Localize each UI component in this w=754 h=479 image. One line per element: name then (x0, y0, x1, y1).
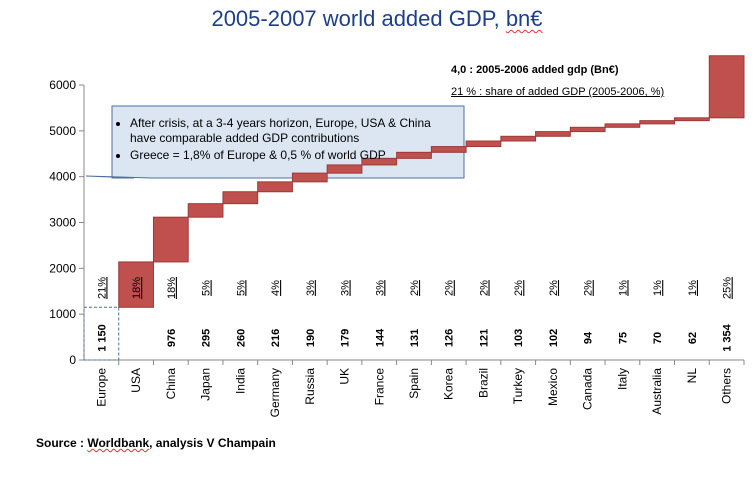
bar (326, 164, 363, 174)
share-label: 2% (513, 280, 525, 296)
bar-value-label: 1 354 (722, 323, 734, 351)
bar (465, 140, 502, 148)
bar-value-label: 103 (513, 329, 525, 347)
bar (535, 131, 571, 137)
category-label: Germany (268, 368, 282, 417)
category-label: Canada (581, 368, 595, 410)
category-label: Others (720, 368, 734, 404)
category-label: Italy (615, 368, 629, 390)
bar-value-label: 990 (131, 329, 143, 347)
share-label: 1% (687, 280, 699, 296)
category-label: Brazil (476, 368, 490, 398)
category-label: France (372, 368, 386, 406)
callout-bullet-1: After crisis, at a 3-4 years horizon, Eu… (130, 116, 458, 146)
bar (361, 157, 398, 166)
y-tick-label: 1000 (49, 307, 76, 321)
bar (604, 123, 641, 128)
y-tick-label: 3000 (49, 216, 76, 230)
y-tick-label: 4000 (49, 170, 76, 184)
bar (291, 172, 328, 183)
bar-value-label: 102 (548, 329, 560, 347)
callout-bullet-2: Greece = 1,8% of Europe & 0,5 % of world… (130, 148, 458, 163)
bar (430, 146, 467, 153)
legend-share-explanation: 21 % : share of added GDP (2005-2006, %) (451, 86, 665, 98)
share-label: 5% (235, 280, 247, 296)
share-label: 18% (166, 277, 178, 299)
share-label: 25% (722, 277, 734, 299)
share-label: 4% (270, 280, 282, 296)
share-label: 21% (96, 277, 108, 299)
bar-value-label: 70 (652, 332, 664, 344)
y-tick-label: 6000 (49, 78, 76, 92)
bar (639, 120, 676, 125)
category-label: Australia (650, 368, 664, 415)
y-tick-label: 0 (69, 353, 76, 367)
category-label: China (164, 368, 178, 400)
source-note: Source : Worldbank, analysis V Champain (36, 436, 276, 450)
bar-value-label: 144 (374, 328, 386, 347)
category-label: Mexico (546, 368, 560, 406)
bar (152, 216, 189, 263)
share-label: 1% (617, 280, 629, 296)
share-label: 5% (201, 280, 213, 296)
chart-title: 2005-2007 world added GDP, bn€ (211, 6, 543, 31)
category-label: USA (129, 368, 143, 393)
share-label: 3% (374, 280, 386, 296)
bar (396, 151, 432, 159)
bar-value-label: 62 (687, 332, 699, 344)
category-label: India (233, 368, 247, 394)
category-label: Japan (199, 368, 213, 401)
bar (708, 55, 745, 119)
category-label: UK (338, 368, 352, 385)
category-label: Spain (407, 368, 421, 399)
bar (257, 181, 293, 193)
bar (500, 135, 537, 142)
bar-value-label: 94 (583, 331, 595, 344)
y-tick-label: 2000 (49, 261, 76, 275)
bar-value-label: 131 (409, 329, 421, 347)
category-label: Russia (303, 368, 317, 405)
share-label: 3% (305, 280, 317, 296)
bar-value-label: 216 (270, 329, 282, 347)
bar-value-label: 1 150 (96, 324, 108, 352)
bar (118, 261, 154, 308)
bar-value-label: 75 (617, 332, 629, 344)
category-label: Korea (442, 368, 456, 400)
bar (222, 191, 259, 205)
bar-value-label: 179 (340, 329, 352, 347)
y-tick-label: 5000 (49, 124, 76, 138)
bar-value-label: 976 (166, 329, 178, 347)
share-label: 2% (548, 280, 560, 296)
callout-box: After crisis, at a 3-4 years horizon, Eu… (116, 114, 458, 165)
category-label: Turkey (511, 368, 525, 404)
bar (674, 117, 710, 122)
share-label: 2% (583, 280, 595, 296)
bar (569, 126, 606, 133)
bar-value-label: 190 (305, 329, 317, 347)
bar (83, 306, 120, 361)
legend-value-explanation: 4,0 : 2005-2006 added gdp (Bn€) (451, 64, 619, 76)
share-label: 1% (652, 280, 664, 296)
bar-value-label: 260 (235, 329, 247, 347)
share-label: 3% (340, 280, 352, 296)
share-label: 18% (131, 277, 143, 299)
bar (187, 203, 224, 218)
bar-value-label: 295 (201, 329, 213, 347)
category-label: NL (685, 368, 699, 384)
bar-value-label: 126 (444, 329, 456, 347)
bar-value-label: 121 (478, 329, 490, 347)
share-label: 2% (478, 280, 490, 296)
category-label: Europe (94, 368, 108, 407)
share-label: 2% (409, 280, 421, 296)
share-label: 2% (444, 280, 456, 296)
